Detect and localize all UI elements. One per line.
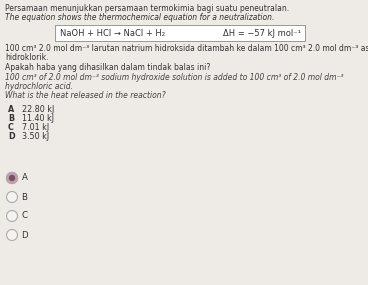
Text: 22.80 kJ: 22.80 kJ [22,105,54,114]
Text: 100 cm³ 2.0 mol dm⁻³ larutan natrium hidroksida ditambah ke dalam 100 cm³ 2.0 mo: 100 cm³ 2.0 mol dm⁻³ larutan natrium hid… [5,44,368,53]
FancyBboxPatch shape [55,25,305,41]
Text: C: C [8,123,14,132]
Text: What is the heat released in the reaction?: What is the heat released in the reactio… [5,91,166,101]
Circle shape [7,172,18,184]
Text: D: D [8,132,15,141]
Text: 100 cm³ of 2.0 mol dm⁻³ sodium hydroxide solution is added to 100 cm³ of 2.0 mol: 100 cm³ of 2.0 mol dm⁻³ sodium hydroxide… [5,72,343,82]
Text: A: A [8,105,14,114]
Text: Persamaan menunjukkan persamaan termokimia bagi suatu peneutralan.: Persamaan menunjukkan persamaan termokim… [5,4,289,13]
Text: C: C [21,211,28,221]
Text: 3.50 kJ: 3.50 kJ [22,132,49,141]
Circle shape [7,192,18,203]
Circle shape [10,176,14,180]
Text: hydrochloric acid.: hydrochloric acid. [5,82,73,91]
Text: hidroklorik.: hidroklorik. [5,54,49,62]
Circle shape [7,229,18,241]
Text: B: B [21,192,28,201]
Text: A: A [21,174,27,182]
Text: 7.01 kJ: 7.01 kJ [22,123,49,132]
Circle shape [7,211,18,221]
Text: D: D [21,231,28,239]
Text: NaOH + HCl → NaCl + H₂: NaOH + HCl → NaCl + H₂ [60,28,165,38]
Text: Apakah haba yang dihasilkan dalam tindak balas ini?: Apakah haba yang dihasilkan dalam tindak… [5,63,210,72]
Text: B: B [8,114,14,123]
Text: The equation shows the thermochemical equation for a neutralization.: The equation shows the thermochemical eq… [5,13,275,22]
Text: ΔH = −57 kJ mol⁻¹: ΔH = −57 kJ mol⁻¹ [223,28,301,38]
Text: 11.40 kJ: 11.40 kJ [22,114,54,123]
